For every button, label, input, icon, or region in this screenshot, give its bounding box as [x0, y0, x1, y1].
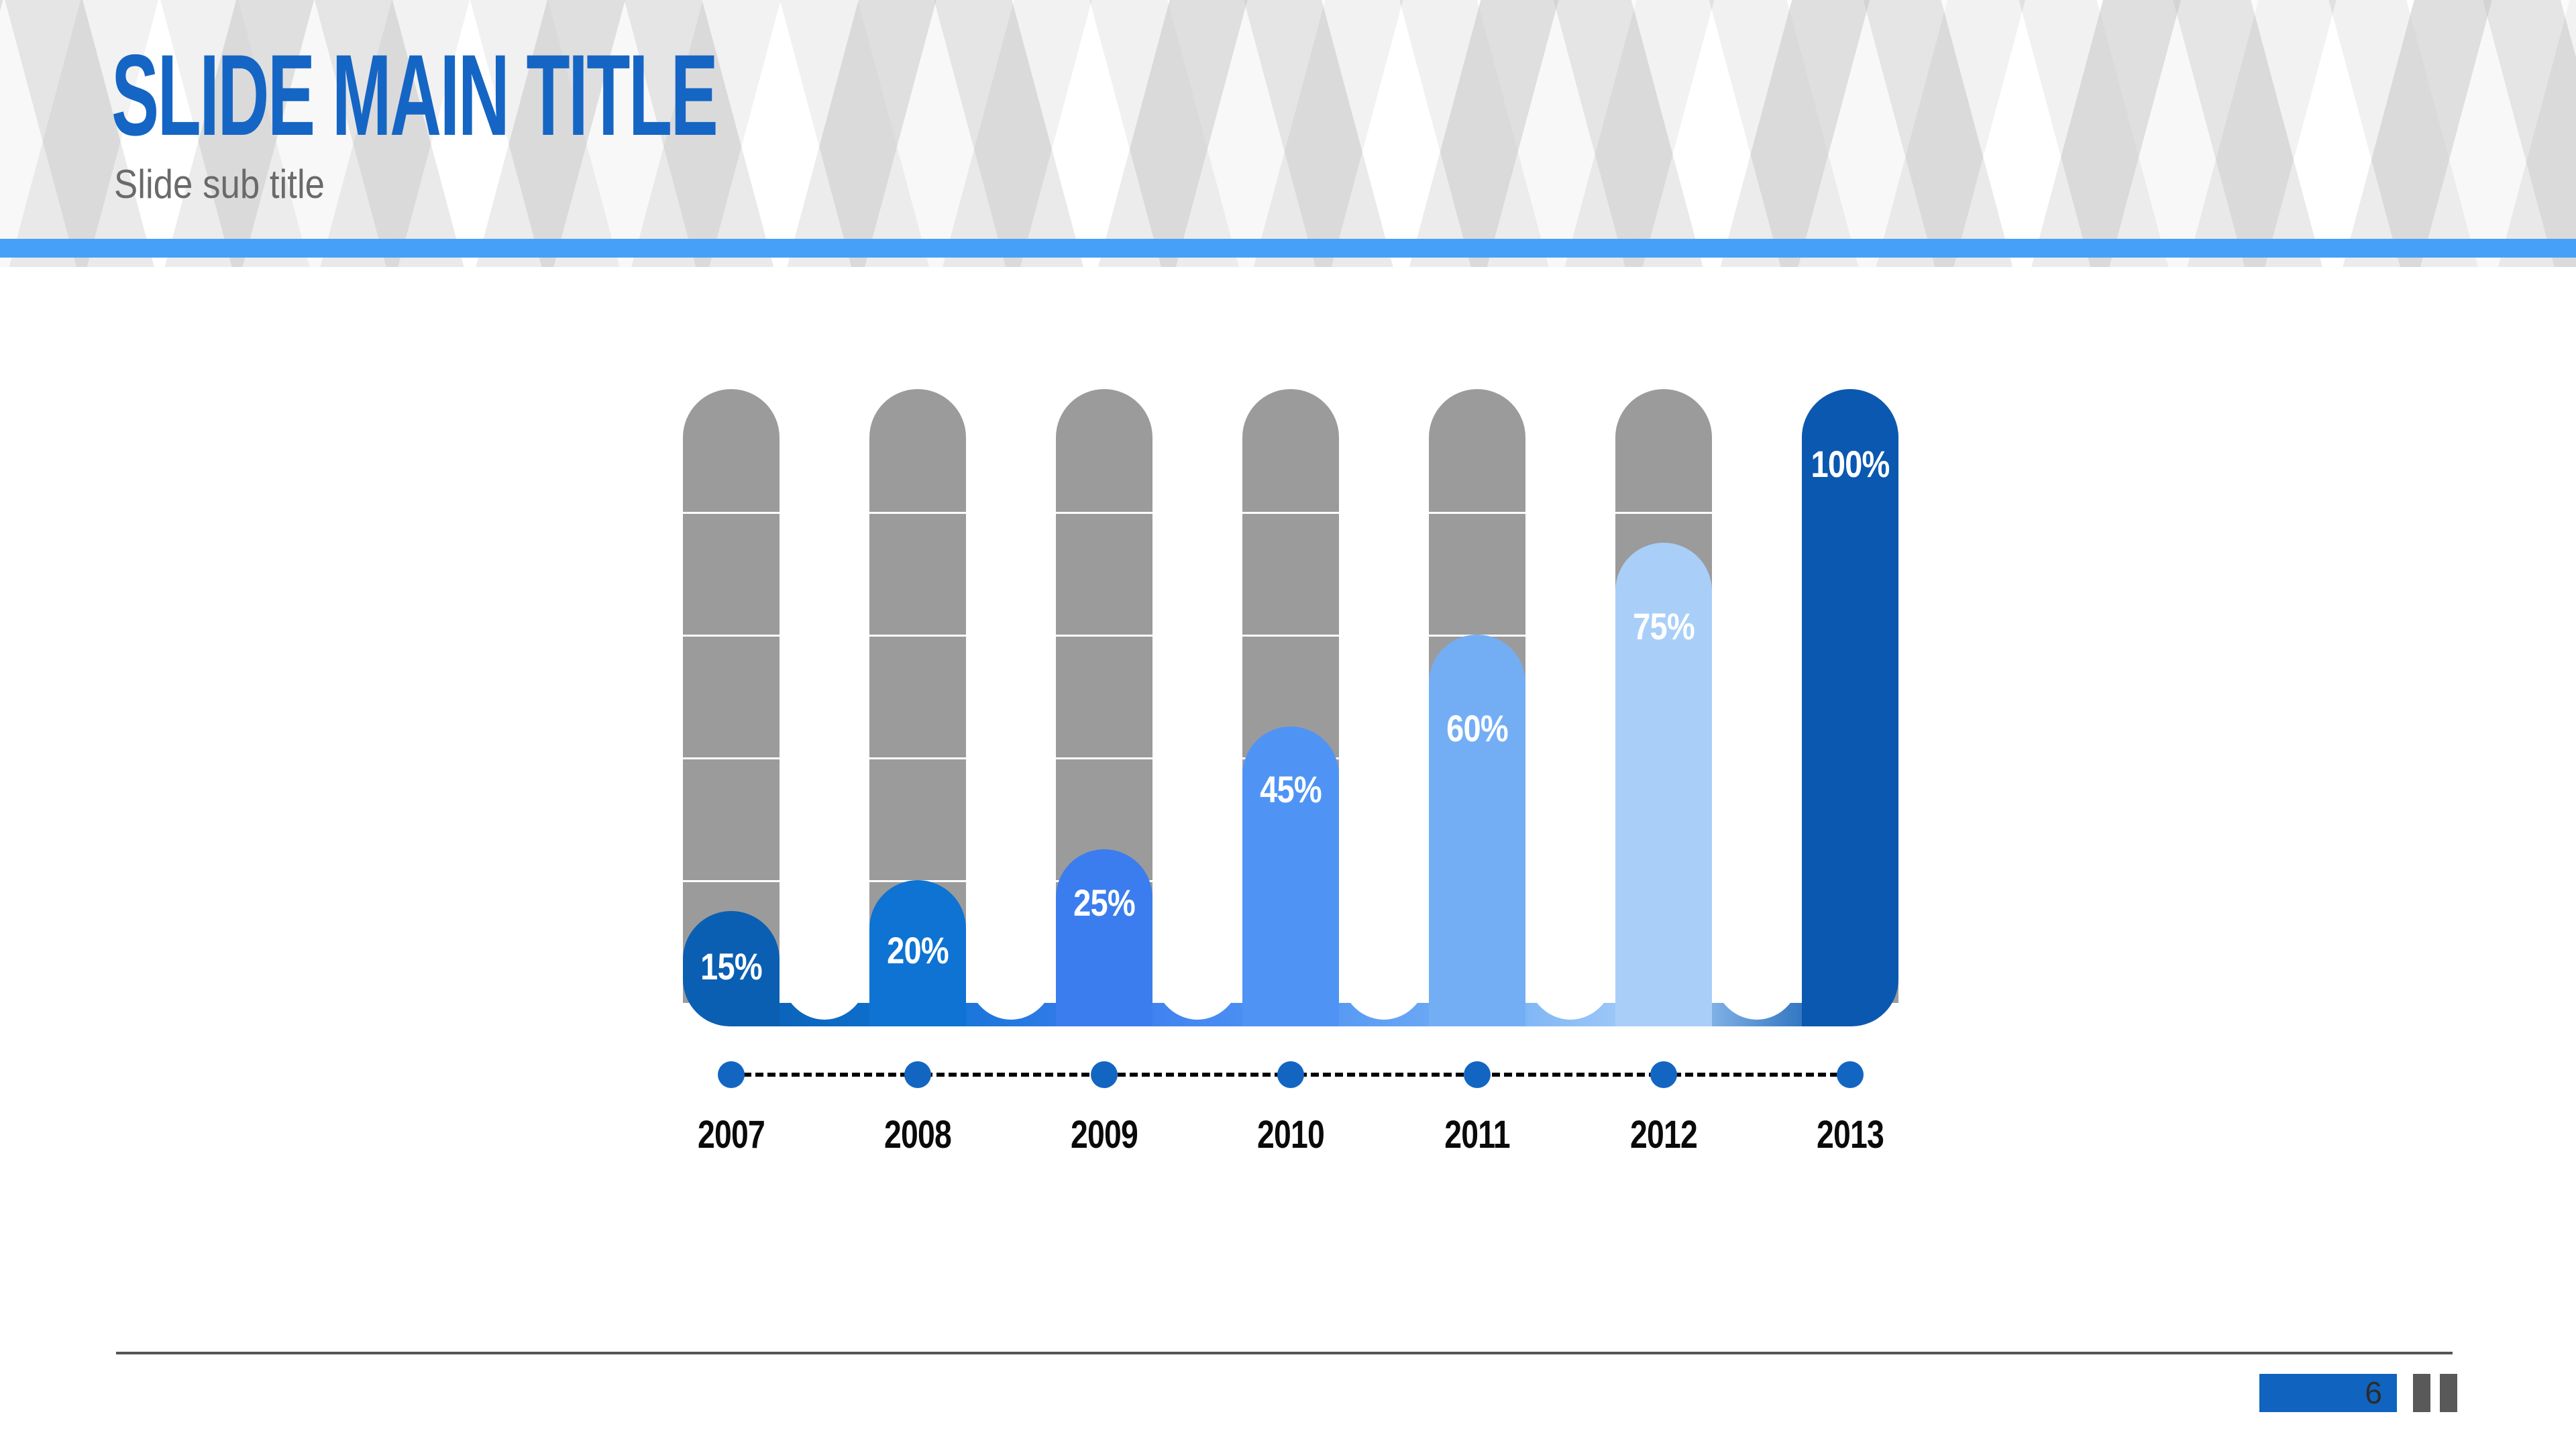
timeline-dot: [1650, 1061, 1677, 1088]
gap-notch: [1712, 919, 1802, 1020]
gap-notch: [1152, 919, 1242, 1020]
track-segment-line: [1056, 757, 1152, 759]
header-pattern: SLIDE MAIN TITLE Slide sub title: [0, 0, 2576, 267]
bar-value-label: 25%: [1073, 881, 1135, 924]
bar-value-label: 75%: [1633, 604, 1695, 647]
footer-marker-icon: [2440, 1374, 2457, 1412]
track-segment-line: [869, 512, 966, 514]
timeline-dot: [1464, 1061, 1491, 1088]
gap-notch: [966, 919, 1056, 1020]
track-segment-line: [1242, 512, 1339, 514]
bar-column: 60%: [1429, 389, 1525, 1026]
bar-fill: 60%: [1429, 635, 1525, 1026]
bar-value-label: 45%: [1260, 768, 1322, 811]
timeline-dot: [1837, 1061, 1864, 1088]
bar-column: 15%: [683, 389, 780, 1026]
timeline-dot: [904, 1061, 931, 1088]
bar-column: 75%: [1615, 389, 1712, 1026]
track-segment-line: [1242, 635, 1339, 637]
bar-value-label: 15%: [700, 945, 762, 987]
year-label: 2011: [1444, 1113, 1510, 1157]
page-number-badge: 6: [2259, 1374, 2397, 1412]
track-segment-line: [1056, 512, 1152, 514]
timeline-dot: [718, 1061, 745, 1088]
page-title: SLIDE MAIN TITLE: [111, 31, 718, 160]
header-accent-bar: [0, 239, 2576, 258]
timeline-dot: [1277, 1061, 1304, 1088]
bar-column: 45%: [1242, 389, 1339, 1026]
track-segment-line: [869, 757, 966, 759]
page-subtitle: Slide sub title: [114, 162, 325, 207]
year-label: 2009: [1070, 1113, 1138, 1157]
bar-value-label: 20%: [887, 929, 949, 971]
gap-notch: [780, 919, 869, 1020]
year-label: 2008: [883, 1113, 952, 1157]
track-segment-line: [1429, 512, 1525, 514]
gap-notch: [1525, 919, 1615, 1020]
bar-fill: 75%: [1615, 542, 1712, 1026]
track-segment-line: [683, 880, 780, 882]
track-segment-line: [869, 635, 966, 637]
bar-column: 25%: [1056, 389, 1152, 1026]
bar-fill: 20%: [869, 880, 966, 1026]
timeline-dot: [1091, 1061, 1118, 1088]
bar-column: 100%: [1802, 389, 1898, 1026]
track-segment-line: [1615, 512, 1712, 514]
bar-value-label: 100%: [1811, 443, 1890, 485]
year-label: 2007: [697, 1113, 765, 1157]
track-segment-line: [683, 757, 780, 759]
track-segment-line: [683, 635, 780, 637]
year-label: 2013: [1816, 1113, 1884, 1157]
gap-notch: [1339, 919, 1429, 1020]
bar-column: 20%: [869, 389, 966, 1026]
bar-track: [683, 389, 780, 1003]
footer-divider: [116, 1352, 2453, 1354]
bar-value-label: 60%: [1446, 707, 1508, 749]
bar-fill: 100%: [1802, 389, 1898, 1026]
track-segment-line: [1056, 635, 1152, 637]
year-label: 2010: [1256, 1113, 1325, 1157]
footer-marker-icon: [2413, 1374, 2430, 1412]
track-segment-line: [683, 512, 780, 514]
year-label: 2012: [1629, 1113, 1698, 1157]
bar-fill: 25%: [1056, 849, 1152, 1026]
bar-fill: 15%: [683, 910, 780, 1026]
bar-fill: 45%: [1242, 727, 1339, 1026]
page-number: 6: [2365, 1375, 2382, 1410]
